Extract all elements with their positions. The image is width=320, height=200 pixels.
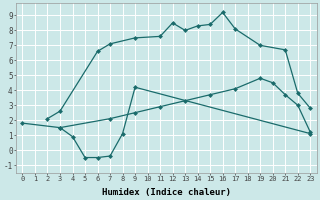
X-axis label: Humidex (Indice chaleur): Humidex (Indice chaleur) bbox=[102, 188, 231, 197]
